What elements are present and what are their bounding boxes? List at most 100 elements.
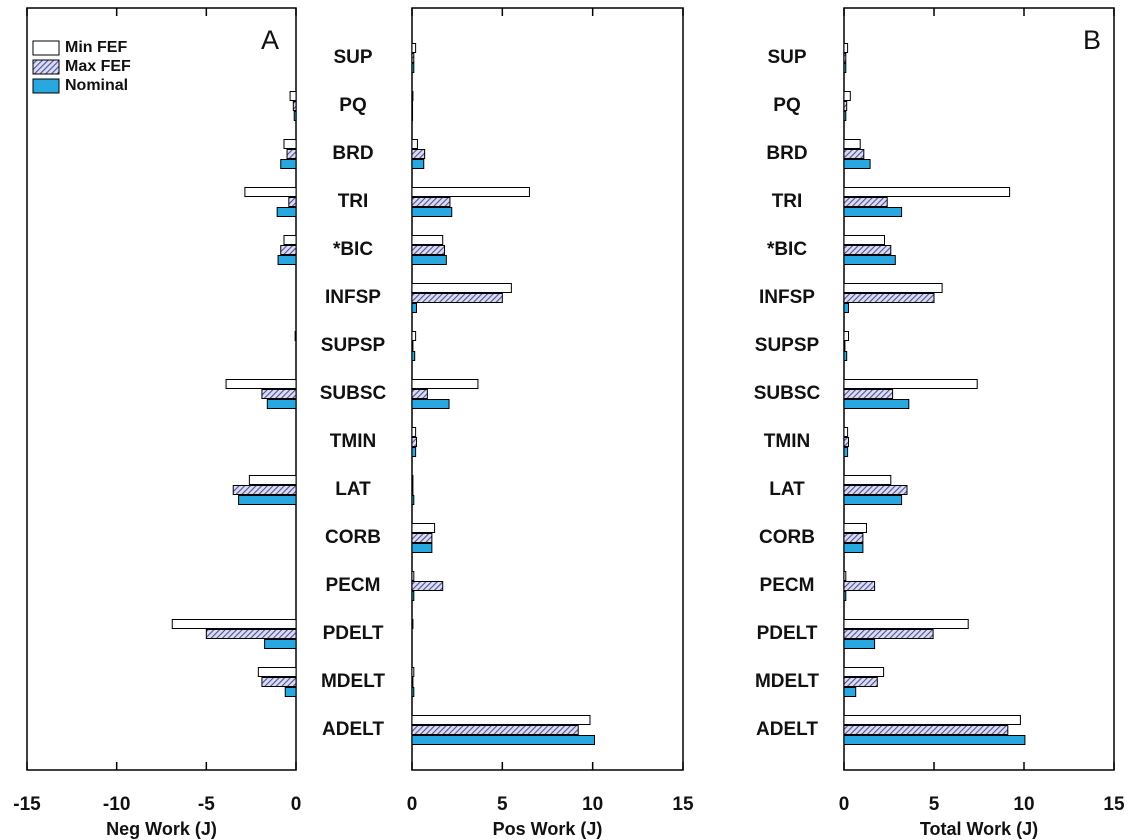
bar: [843, 639, 876, 649]
category-label: PECM: [760, 575, 815, 596]
legend-label: Nominal: [65, 77, 128, 94]
bar: [411, 437, 418, 447]
bar: [411, 677, 414, 687]
bar: [843, 63, 847, 73]
bar: [411, 111, 414, 121]
bar: [283, 139, 297, 149]
bar: [843, 207, 903, 217]
bar: [205, 629, 297, 639]
bar: [171, 619, 297, 629]
category-label: LAT: [769, 479, 805, 500]
bar: [411, 543, 433, 553]
bar: [244, 187, 297, 197]
bar: [284, 687, 297, 697]
bar: [411, 475, 414, 485]
category-label: SUBSC: [754, 383, 821, 404]
x-tick-label: 5: [929, 794, 940, 815]
x-tick-label: 5: [497, 794, 508, 815]
bar: [843, 43, 849, 53]
bar: [843, 399, 910, 409]
category-label: TMIN: [330, 431, 376, 452]
bar: [411, 331, 417, 341]
category-label: SUPSP: [755, 335, 820, 356]
x-tick-label: 0: [407, 794, 418, 815]
panel-letter: A: [261, 25, 279, 55]
bar: [283, 235, 297, 245]
bar: [843, 139, 861, 149]
bar: [843, 187, 1011, 197]
bar: [411, 735, 595, 745]
bar: [248, 475, 297, 485]
category-label: *BIC: [767, 239, 807, 260]
bar: [277, 255, 297, 265]
legend-swatch: [32, 78, 60, 94]
bar: [264, 639, 297, 649]
category-label: PQ: [773, 95, 800, 116]
bar: [843, 159, 871, 169]
bar: [843, 715, 1021, 725]
bar: [411, 667, 415, 677]
bar: [843, 53, 847, 63]
bar: [411, 399, 450, 409]
bar: [411, 53, 415, 63]
bar: [843, 427, 849, 437]
bar: [843, 533, 864, 543]
category-label: PECM: [326, 575, 381, 596]
bar: [286, 149, 297, 159]
bar: [225, 379, 297, 389]
category-label: MDELT: [321, 671, 385, 692]
bar: [843, 235, 885, 245]
bar: [843, 591, 847, 601]
bar: [843, 293, 935, 303]
bar: [843, 303, 849, 313]
x-tick-label: 0: [839, 794, 850, 815]
x-axis-label: Neg Work (J): [106, 819, 217, 839]
bar: [843, 523, 867, 533]
category-label: LAT: [335, 479, 371, 500]
bar: [843, 495, 903, 505]
bar: [843, 379, 978, 389]
x-tick-label: 15: [1103, 794, 1125, 815]
bar: [411, 303, 418, 313]
bar: [843, 687, 857, 697]
bar: [411, 427, 417, 437]
bar: [843, 677, 878, 687]
bar: [411, 341, 414, 351]
bar: [843, 197, 888, 207]
bar: [293, 111, 297, 121]
bar: [411, 91, 414, 101]
category-label: ADELT: [322, 719, 384, 740]
bar: [292, 101, 297, 111]
category-label: MDELT: [755, 671, 819, 692]
category-label: *BIC: [333, 239, 373, 260]
bar: [843, 629, 934, 639]
bar: [280, 159, 297, 169]
panel-letter: B: [1083, 25, 1101, 55]
bar: [843, 619, 969, 629]
category-label: INFSP: [759, 287, 815, 308]
bar: [843, 111, 847, 121]
x-tick-label: 10: [582, 794, 603, 815]
bar: [411, 245, 446, 255]
bar: [843, 389, 894, 399]
bar: [266, 399, 297, 409]
bar: [411, 725, 579, 735]
legend-label: Min FEF: [65, 39, 127, 56]
bar: [843, 245, 892, 255]
bar: [288, 197, 297, 207]
x-tick-label: 15: [672, 794, 694, 815]
bar: [411, 591, 415, 601]
category-label: TMIN: [764, 431, 810, 452]
category-label: SUBSC: [320, 383, 387, 404]
bar: [411, 159, 425, 169]
bar: [411, 687, 415, 697]
bar: [411, 715, 591, 725]
bar: [843, 331, 849, 341]
category-label: SUP: [767, 47, 806, 68]
bar: [843, 255, 896, 265]
bar: [843, 101, 848, 111]
bar: [294, 331, 297, 341]
bar: [280, 245, 297, 255]
